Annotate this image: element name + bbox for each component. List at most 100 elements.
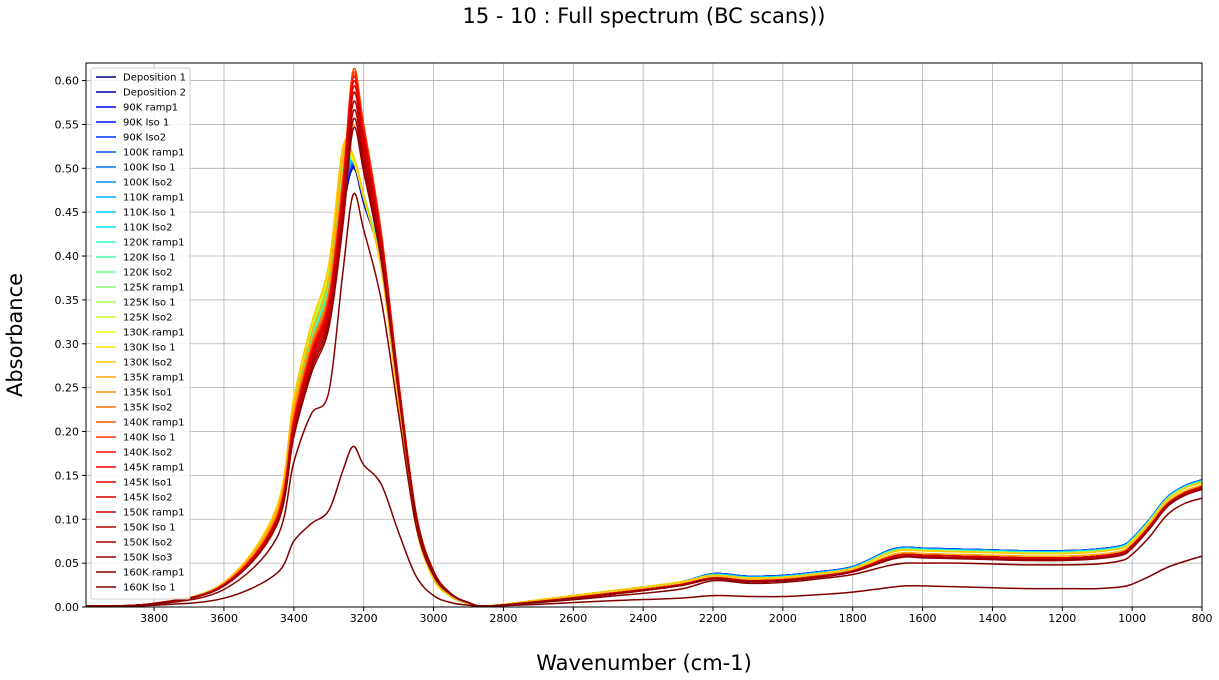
x-tick-label: 2600 <box>559 612 587 625</box>
series-line <box>85 158 1203 607</box>
legend-item-label: 100K Iso2 <box>123 178 172 189</box>
legend-item-label: 100K Iso 1 <box>123 163 176 174</box>
series-line <box>85 164 1203 607</box>
legend-item-label: 130K Iso 1 <box>123 343 176 354</box>
series-line <box>85 159 1203 607</box>
legend-item-label: 125K Iso2 <box>123 313 172 324</box>
series-line <box>85 192 1203 607</box>
series-line <box>85 148 1203 607</box>
series-line <box>85 445 1203 607</box>
legend-item-label: 150K ramp1 <box>123 508 185 519</box>
legend-item-label: 140K ramp1 <box>123 418 185 429</box>
series-line <box>85 75 1203 607</box>
y-tick-label: 0.35 <box>55 294 80 307</box>
legend-item-label: 125K ramp1 <box>123 283 185 294</box>
series-line <box>85 167 1203 607</box>
legend-item-label: 120K Iso2 <box>123 268 172 279</box>
legend-item-label: 110K Iso2 <box>123 223 172 234</box>
legend-item-label: 90K Iso2 <box>123 133 166 144</box>
y-tick-label: 0.20 <box>55 426 80 439</box>
series-line <box>85 140 1203 607</box>
series-line <box>85 157 1203 607</box>
chart-title: 15 - 10 : Full spectrum (BC scans)) <box>463 4 826 28</box>
series-line <box>85 108 1203 607</box>
series-line <box>85 160 1203 607</box>
x-axis-ticks: 3800 3600 3400 3200 3000 2800 2600 2400 2200 2000… <box>140 607 1213 625</box>
legend-item-label: 150K Iso2 <box>123 538 172 549</box>
legend-item-label: 150K Iso3 <box>123 553 172 564</box>
y-tick-label: 0.45 <box>55 206 80 219</box>
y-tick-label: 0.10 <box>55 513 80 526</box>
series-line <box>85 156 1203 607</box>
series-line <box>85 74 1203 607</box>
x-tick-label: 3400 <box>280 612 308 625</box>
x-axis-label: Wavenumber (cm-1) <box>536 651 752 675</box>
series-line <box>85 117 1203 607</box>
x-tick-label: 800 <box>1192 612 1213 625</box>
legend-item-label: Deposition 2 <box>123 88 186 99</box>
x-tick-label: 2000 <box>769 612 797 625</box>
legend-item-label: 145K Iso1 <box>123 478 172 489</box>
series-lines <box>85 67 1203 607</box>
grid-lines <box>86 63 1203 608</box>
legend-item-label: 125K Iso 1 <box>123 298 176 309</box>
series-line <box>85 166 1203 607</box>
series-line <box>85 91 1203 607</box>
series-line <box>85 165 1203 607</box>
legend-item-label: 160K Iso 1 <box>123 583 176 594</box>
legend-item-label: 90K ramp1 <box>123 103 178 114</box>
series-line <box>85 154 1203 607</box>
series-line <box>85 161 1203 607</box>
x-tick-label: 1600 <box>909 612 937 625</box>
series-line <box>85 85 1203 607</box>
legend-item-label: 160K ramp1 <box>123 568 185 579</box>
y-axis-ticks: 0.00 0.05 0.10 0.15 0.20 0.25 0.30 0.35 0.40 0.45… <box>55 75 86 614</box>
series-line <box>85 163 1203 607</box>
y-tick-label: 0.05 <box>55 557 80 570</box>
legend-item-label: 135K Iso2 <box>123 403 172 414</box>
series-line <box>85 164 1203 607</box>
legend-item-label: 110K Iso 1 <box>123 208 176 219</box>
x-tick-label: 3600 <box>210 612 238 625</box>
x-tick-label: 2800 <box>489 612 517 625</box>
series-line <box>85 123 1203 607</box>
y-tick-label: 0.60 <box>55 75 80 88</box>
series-line <box>85 71 1203 607</box>
plot-frame <box>85 62 1203 608</box>
x-tick-label: 3200 <box>350 612 378 625</box>
series-line <box>85 92 1203 607</box>
legend: Deposition 1 Deposition 2 90K ramp1 90K Iso… <box>90 67 191 600</box>
y-tick-label: 0.00 <box>55 601 80 614</box>
series-line <box>85 67 1203 607</box>
y-tick-label: 0.40 <box>55 250 80 263</box>
x-tick-label: 1800 <box>839 612 867 625</box>
series-line <box>85 162 1203 607</box>
series-line <box>85 100 1203 607</box>
x-tick-label: 2200 <box>699 612 727 625</box>
series-line <box>85 138 1203 607</box>
x-tick-label: 3800 <box>140 612 168 625</box>
legend-item-label: 90K Iso 1 <box>123 118 169 129</box>
y-tick-label: 0.50 <box>55 162 80 175</box>
legend-item-label: 135K Iso1 <box>123 388 172 399</box>
legend-item-label: 145K ramp1 <box>123 463 185 474</box>
legend-item-label: 130K Iso2 <box>123 358 172 369</box>
y-tick-label: 0.25 <box>55 382 80 395</box>
x-tick-label: 2400 <box>629 612 657 625</box>
x-tick-label: 1000 <box>1118 612 1146 625</box>
legend-item-label: 120K ramp1 <box>123 238 185 249</box>
y-tick-label: 0.55 <box>55 118 80 131</box>
legend-item-label: 140K Iso 1 <box>123 433 176 444</box>
y-tick-label: 0.15 <box>55 469 80 482</box>
x-tick-label: 1200 <box>1048 612 1076 625</box>
legend-item-label: 140K Iso2 <box>123 448 172 459</box>
series-line <box>85 142 1203 607</box>
x-tick-label: 3000 <box>420 612 448 625</box>
legend-item-label: 120K Iso 1 <box>123 253 176 264</box>
series-line <box>85 126 1203 607</box>
legend-item-label: 100K ramp1 <box>123 148 185 159</box>
x-tick-label: 1400 <box>978 612 1006 625</box>
legend-item-label: 145K Iso2 <box>123 493 172 504</box>
y-tick-label: 0.30 <box>55 338 80 351</box>
